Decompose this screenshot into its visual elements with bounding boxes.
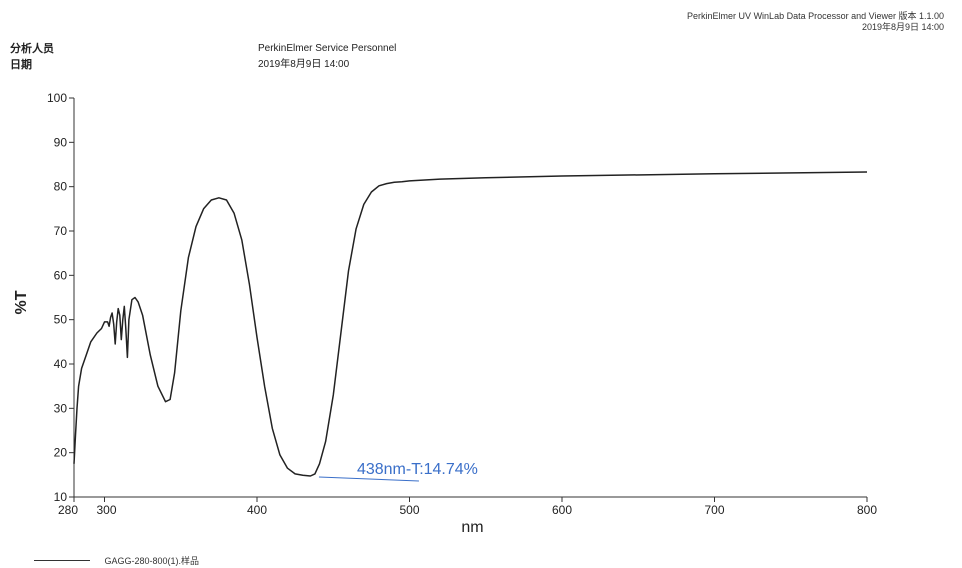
y-tick-label: 80 <box>54 180 68 194</box>
legend-line-swatch <box>34 560 90 561</box>
y-tick-label: 70 <box>54 224 68 238</box>
x-axis-label: nm <box>461 519 483 536</box>
y-tick-label: 30 <box>54 401 68 415</box>
annotation-leader-line <box>318 476 419 482</box>
annotation-label: 438nm-T:14.74% <box>357 461 478 478</box>
x-tick-label: 280 <box>58 503 78 517</box>
y-tick-label: 10 <box>54 490 68 504</box>
x-tick-label: 500 <box>399 503 419 517</box>
series-line <box>73 171 868 477</box>
header-timestamp: 2019年8月9日 14:00 <box>861 22 944 32</box>
legend: GAGG-280-800(1).样品 <box>34 554 199 567</box>
y-tick-label: 40 <box>54 357 68 371</box>
x-tick-label: 600 <box>552 503 572 517</box>
meta-values: PerkinElmer Service Personnel 2019年8月9日 … <box>258 41 396 73</box>
y-tick-label: 20 <box>54 446 68 460</box>
y-axis-label: %T <box>13 290 30 314</box>
legend-label: GAGG-280-800(1).样品 <box>104 556 200 566</box>
y-tick-label: 60 <box>54 268 68 282</box>
y-tick-label: 90 <box>54 135 68 149</box>
analyst-value: PerkinElmer Service Personnel <box>258 43 397 54</box>
y-tick-label: 100 <box>47 91 67 105</box>
x-tick-label: 300 <box>96 503 116 517</box>
x-tick-label: 700 <box>704 503 724 517</box>
date-value: 2019年8月9日 14:00 <box>258 59 350 70</box>
analyst-label: 分析人员 <box>10 43 54 55</box>
app-header: PerkinElmer UV WinLab Data Processor and… <box>687 11 944 33</box>
x-tick-label: 800 <box>857 503 877 517</box>
app-title: PerkinElmer UV WinLab Data Processor and… <box>687 11 944 21</box>
x-tick-label: 400 <box>247 503 267 517</box>
date-label: 日期 <box>10 59 32 71</box>
y-tick-label: 50 <box>54 313 68 327</box>
meta-labels: 分析人员 日期 <box>10 41 54 73</box>
